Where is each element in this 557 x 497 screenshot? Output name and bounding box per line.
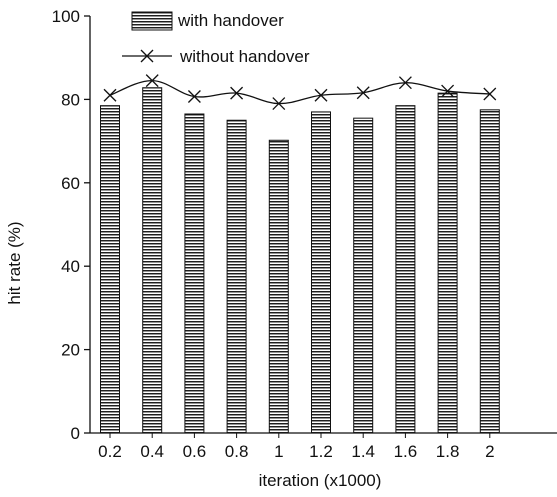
marker-without-handover [398,76,412,90]
bar-with-handover [142,87,163,434]
x-tick-label: 0.2 [98,442,122,461]
bar-with-handover [184,113,205,434]
legend-bar-swatch [131,11,173,31]
marker-without-handover [314,88,328,102]
bar-with-handover [479,109,500,434]
bar-with-handover [437,92,458,434]
marker-without-handover [187,90,201,103]
bar-with-handover [311,111,331,434]
marker-without-handover [103,88,117,102]
x-tick-label: 1.6 [394,442,418,461]
y-axis: 0 20 40 60 80 100 [52,7,91,443]
legend: with handover without handover [122,11,310,66]
marker-without-handover [272,97,286,111]
marker-without-handover [356,86,370,100]
x-tick-label: 2 [485,442,494,461]
x-tick-label: 0.4 [140,442,164,461]
y-tick-label: 80 [61,90,80,109]
bar-with-handover [100,105,120,434]
x-tick-label: 0.6 [183,442,207,461]
x-axis: 0.2 0.4 0.6 0.8 1 1.2 1.4 1.6 1.8 2 [90,432,557,461]
x-axis-label: iteration (x1000) [259,471,382,490]
legend-line-marker [140,49,154,63]
plot-area [100,74,500,434]
marker-without-handover [441,84,455,98]
legend-bar-label: with handover [177,11,284,30]
y-tick-label: 60 [61,174,80,193]
y-tick-label: 0 [71,424,80,443]
bar-with-handover [268,139,289,434]
x-tick-label: 1.8 [436,442,460,461]
legend-line-label: without handover [179,47,310,66]
x-tick-label: 1.2 [309,442,333,461]
y-axis-label: hit rate (%) [5,221,24,304]
line-without-handover [109,79,490,105]
marker-without-handover [483,87,497,101]
x-tick-label: 0.8 [225,442,249,461]
y-tick-label: 40 [61,257,80,276]
bar-with-handover [226,119,247,434]
bar-with-handover [395,105,416,434]
y-tick-label: 100 [52,7,80,26]
marker-without-handover [145,74,159,88]
bar-with-handover [353,117,374,434]
x-tick-label: 1 [274,442,283,461]
y-tick-label: 20 [61,341,80,360]
x-tick-label: 1.4 [351,442,375,461]
marker-without-handover [230,86,244,100]
